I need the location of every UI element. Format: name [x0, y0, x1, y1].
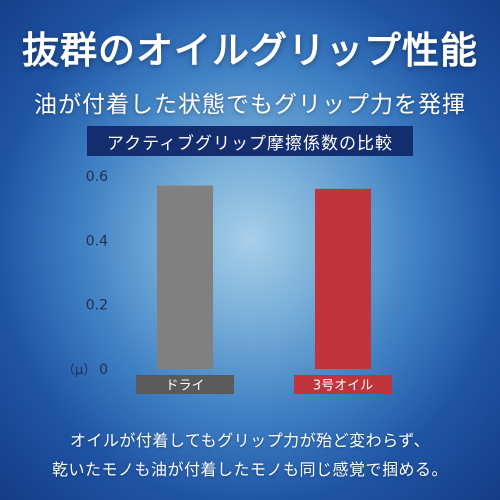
x-tick-label: 3号オイル — [313, 379, 373, 394]
y-tick-label: 0 — [99, 362, 108, 378]
y-tick-label: 0.6 — [86, 169, 108, 185]
x-tick-label: ドライ — [165, 379, 204, 394]
headline: 抜群のオイルグリップ性能 — [22, 29, 478, 72]
category-label-box — [294, 375, 392, 394]
friction-bar-chart: 0 0.2 0.4 0.6 （μ） ドライ 3号オイル — [62, 169, 392, 394]
footer-line-1: オイルが付着してもグリップ力が殆ど変わらず、 — [69, 431, 431, 450]
subheadline: 油が付着した状態でもグリップ力を発揮 — [34, 92, 466, 118]
bar — [315, 188, 371, 369]
category-label-box — [136, 375, 234, 394]
y-axis-label: （μ） — [62, 363, 96, 378]
footer-line-2: 乾いたモノも油が付着したモノも同じ感覚で掴める。 — [51, 460, 448, 479]
bar — [157, 185, 213, 369]
y-tick-label: 0.2 — [86, 298, 108, 314]
footer-caption: オイルが付着してもグリップ力が殆ど変わらず、 乾いたモノも油が付着したモノも同じ… — [0, 426, 500, 484]
y-tick-label: 0.4 — [86, 233, 108, 249]
chart-title: アクティブグリップ摩擦係数の比較 — [87, 126, 413, 156]
